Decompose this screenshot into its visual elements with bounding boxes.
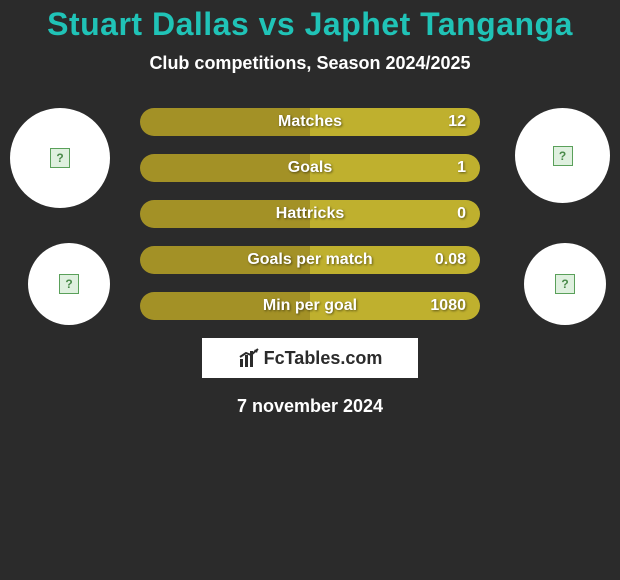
stat-label: Matches <box>278 113 342 131</box>
stat-value-right: 12 <box>448 113 466 131</box>
stat-label: Goals per match <box>247 251 372 269</box>
chart-icon <box>238 347 260 369</box>
avatar-club1: ? <box>28 243 110 325</box>
stat-value-right: 0 <box>457 205 466 223</box>
brand-badge: FcTables.com <box>202 338 418 378</box>
brand-text: FcTables.com <box>264 348 383 369</box>
stats-area: ? ? ? ? Matches 12 Goals 1 Hattricks 0 Goals p… <box>0 108 620 417</box>
page-subtitle: Club competitions, Season 2024/2025 <box>0 53 620 74</box>
date-label: 7 november 2024 <box>0 396 620 417</box>
stat-row: Hattricks 0 <box>140 200 480 228</box>
stat-label: Min per goal <box>263 297 357 315</box>
stat-label: Hattricks <box>276 205 344 223</box>
broken-image-icon: ? <box>59 274 79 294</box>
stat-bar-right <box>310 154 480 182</box>
avatar-club2: ? <box>524 243 606 325</box>
stat-bar-left <box>140 154 310 182</box>
stat-row: Matches 12 <box>140 108 480 136</box>
avatar-player1: ? <box>10 108 110 208</box>
stat-row: Goals per match 0.08 <box>140 246 480 274</box>
stat-value-right: 1 <box>457 159 466 177</box>
stats-rows: Matches 12 Goals 1 Hattricks 0 Goals per match… <box>140 108 480 320</box>
stat-row: Goals 1 <box>140 154 480 182</box>
broken-image-icon: ? <box>555 274 575 294</box>
page-title: Stuart Dallas vs Japhet Tanganga <box>0 0 620 43</box>
broken-image-icon: ? <box>50 148 70 168</box>
stat-label: Goals <box>288 159 332 177</box>
stat-value-right: 1080 <box>430 297 466 315</box>
stat-row: Min per goal 1080 <box>140 292 480 320</box>
stat-value-right: 0.08 <box>435 251 466 269</box>
avatar-player2: ? <box>515 108 610 203</box>
broken-image-icon: ? <box>553 146 573 166</box>
